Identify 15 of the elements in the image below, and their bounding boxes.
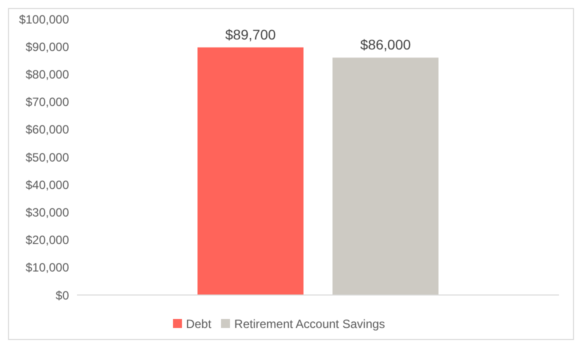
legend-label: Retirement Account Savings bbox=[234, 317, 386, 331]
y-tick-label: $40,000 bbox=[26, 178, 70, 192]
y-tick-label: $100,000 bbox=[18, 12, 70, 26]
y-tick-label: $10,000 bbox=[26, 260, 70, 275]
y-tick-label: $0 bbox=[56, 288, 70, 302]
y-tick-label: $90,000 bbox=[26, 40, 70, 54]
y-tick-label: $80,000 bbox=[26, 67, 70, 82]
y-tick-label: $30,000 bbox=[26, 205, 70, 220]
legend-label: Debt bbox=[186, 317, 212, 331]
y-tick-label: $60,000 bbox=[26, 122, 70, 137]
data-label: $86,000 bbox=[360, 36, 412, 53]
y-tick-label: $70,000 bbox=[26, 95, 70, 110]
data-label: $89,700 bbox=[225, 26, 276, 42]
y-tick-label: $50,000 bbox=[26, 150, 70, 164]
y-tick-label: $20,000 bbox=[26, 233, 70, 248]
